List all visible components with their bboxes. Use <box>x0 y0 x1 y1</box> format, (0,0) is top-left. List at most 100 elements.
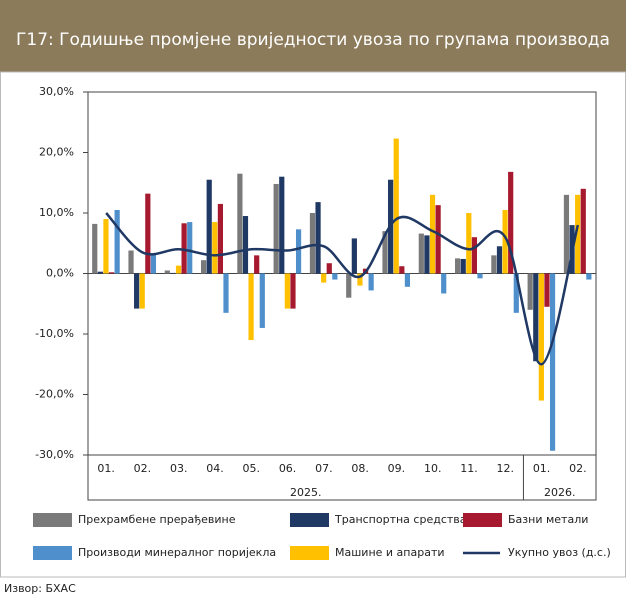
legend-swatch <box>290 546 329 560</box>
x-tick-label: 07. <box>315 462 333 475</box>
legend-label: Укупно увоз (д.с.) <box>508 546 611 559</box>
bar <box>237 173 243 274</box>
bar <box>586 273 592 280</box>
bar <box>103 219 109 274</box>
bar <box>508 171 514 274</box>
bar <box>273 183 279 274</box>
y-tick-label: 20,0% <box>39 146 74 159</box>
legend-swatch <box>290 513 329 527</box>
legend-label: Машине и апарати <box>335 546 445 559</box>
bar <box>175 265 182 274</box>
bar <box>399 266 405 274</box>
legend-label: Базни метали <box>508 513 588 526</box>
x-tick-label: 01. <box>97 462 115 475</box>
bar <box>187 222 193 274</box>
bar <box>575 194 581 274</box>
bar <box>382 231 388 274</box>
bar <box>502 209 508 274</box>
bar <box>477 273 483 279</box>
x-tick-label: 03. <box>170 462 188 475</box>
bar <box>181 223 187 274</box>
bar <box>108 272 115 274</box>
bar <box>223 273 229 313</box>
chart-frame <box>0 71 626 578</box>
bar <box>538 273 544 401</box>
bar <box>357 273 363 286</box>
bar <box>114 209 120 274</box>
x-tick-label: 02. <box>569 462 587 475</box>
bar <box>429 194 436 274</box>
x-tick-label: 01. <box>533 462 551 475</box>
bar <box>170 272 176 274</box>
bar <box>212 222 218 274</box>
x-tick-label: 02. <box>134 462 152 475</box>
x-tick-label: 12. <box>497 462 515 475</box>
bar <box>455 258 461 274</box>
legend-label: Транспортна средства <box>334 513 467 526</box>
year-label: 2025. <box>290 486 322 499</box>
y-tick-label: 0,0% <box>46 267 74 280</box>
bar <box>491 255 497 274</box>
bar <box>544 273 550 307</box>
bar <box>332 273 338 280</box>
bar <box>242 216 249 274</box>
x-tick-label: 05. <box>243 462 261 475</box>
total-line <box>105 212 580 366</box>
x-tick-label: 08. <box>351 462 369 475</box>
bar <box>92 223 98 274</box>
bar <box>418 233 424 274</box>
x-tick-label: 04. <box>206 462 224 475</box>
legend-swatch <box>463 513 502 527</box>
x-tick-label: 11. <box>460 462 478 475</box>
legend-swatch <box>33 546 72 560</box>
bar <box>346 273 352 298</box>
bar <box>424 235 430 274</box>
bar <box>134 273 140 309</box>
bar <box>97 271 103 274</box>
bar <box>513 273 519 313</box>
x-tick-label: 06. <box>279 462 297 475</box>
bar <box>284 273 290 309</box>
bar <box>321 273 327 283</box>
bar <box>466 213 472 274</box>
bar <box>496 246 503 274</box>
bar <box>259 273 265 328</box>
x-axis-frame <box>87 454 597 501</box>
bar <box>549 273 556 451</box>
chart-title: Г17: Годишње промјене вриједности увоза … <box>16 30 610 50</box>
bar <box>404 273 411 287</box>
bar <box>441 273 447 294</box>
y-tick-label: 10,0% <box>39 206 74 219</box>
y-tick-label: -20,0% <box>35 388 74 401</box>
legend-label: Производи минералног поријекла <box>78 546 276 559</box>
header-band <box>0 0 626 72</box>
bar <box>206 179 212 274</box>
bar <box>533 273 539 362</box>
bar <box>368 273 374 291</box>
bar <box>315 202 321 274</box>
bar <box>248 273 254 341</box>
bar <box>128 250 134 274</box>
x-tick-label: 10. <box>424 462 442 475</box>
bar <box>139 273 145 309</box>
legend-label: Прехрамбене прерађевине <box>78 513 236 526</box>
year-label: 2026. <box>544 486 576 499</box>
bar <box>279 176 285 274</box>
x-tick-label: 09. <box>388 462 406 475</box>
bar <box>145 193 151 274</box>
bar <box>460 258 466 274</box>
bar <box>254 255 260 274</box>
bar <box>309 213 316 274</box>
bar <box>326 263 332 274</box>
bar <box>527 273 533 310</box>
y-tick-label: 30,0% <box>39 85 74 98</box>
bar <box>435 205 441 274</box>
y-tick-label: -30,0% <box>35 448 74 461</box>
y-tick-label: -10,0% <box>35 327 74 340</box>
bar <box>150 254 157 274</box>
bar <box>295 229 302 274</box>
bar <box>217 203 223 274</box>
legend-swatch <box>33 513 72 527</box>
bar <box>201 260 207 274</box>
